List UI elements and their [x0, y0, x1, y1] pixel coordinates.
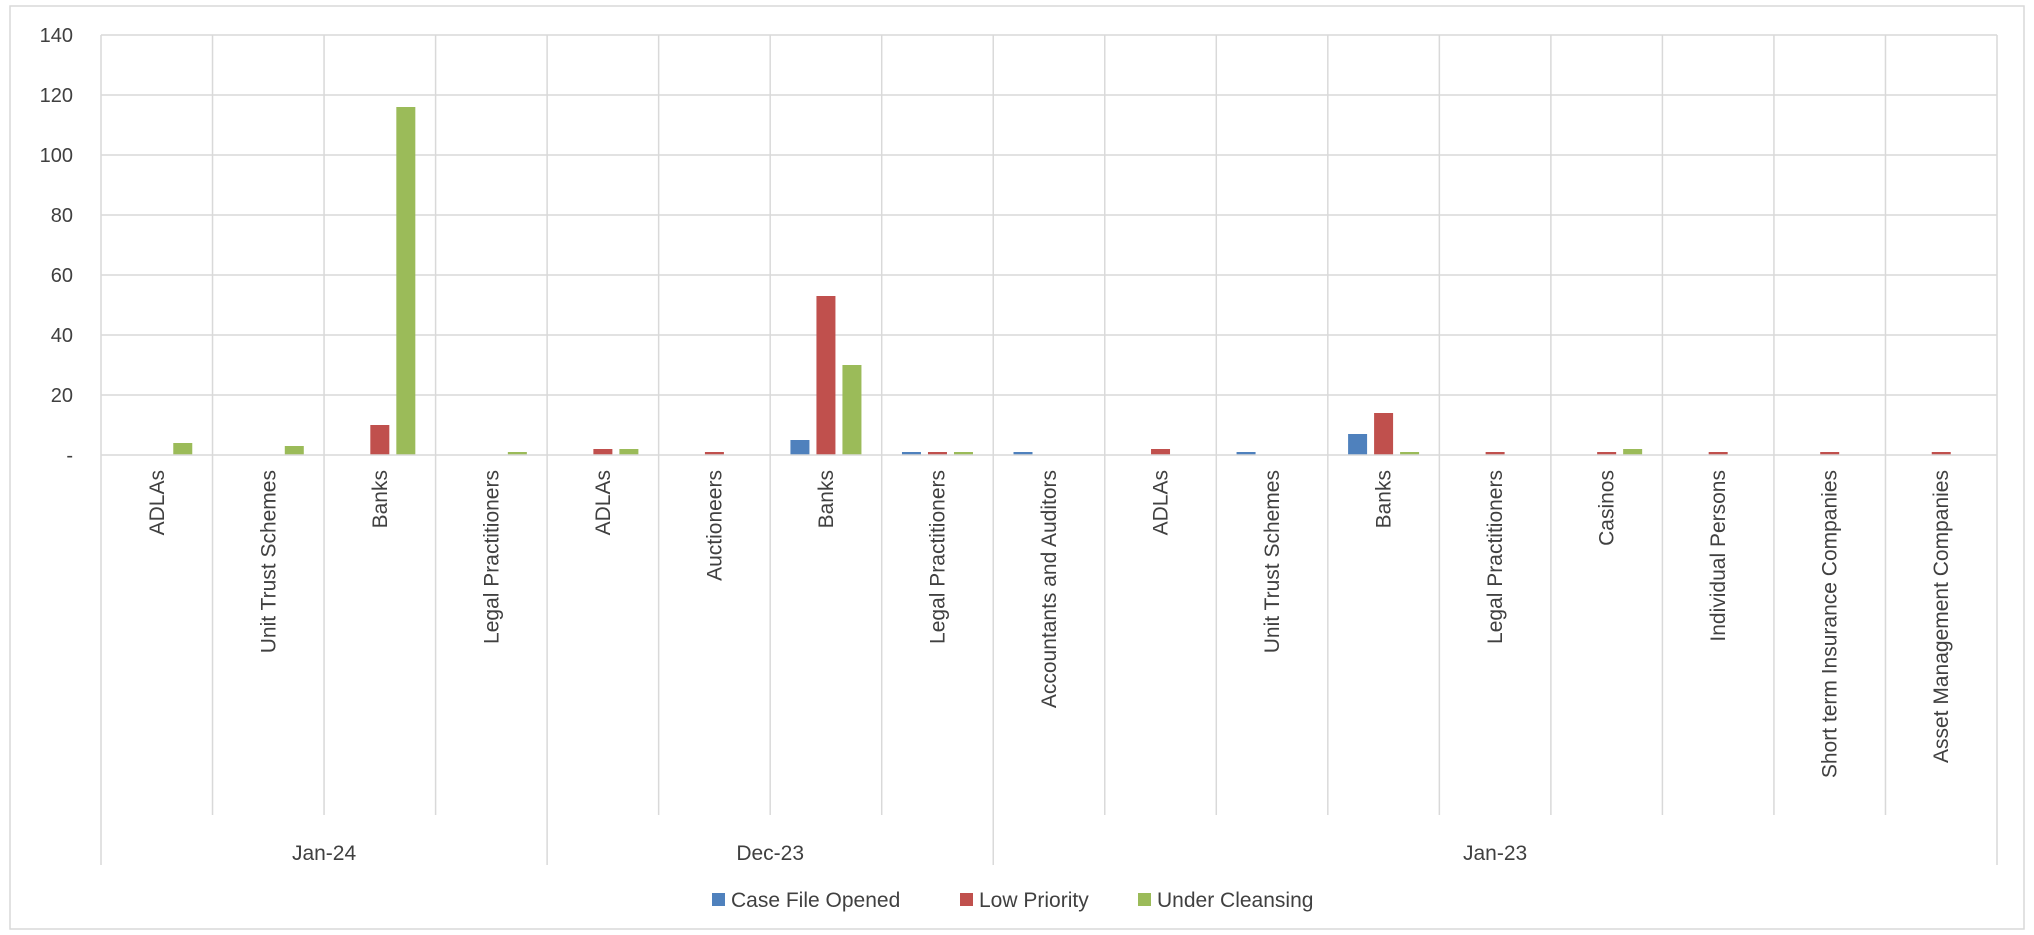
- bar-under-cleansing: [396, 107, 416, 455]
- bar-low-priority: [1931, 452, 1951, 455]
- legend-label: Case File Opened: [731, 889, 900, 912]
- category-label: Banks: [369, 470, 392, 528]
- category-label: Accountants and Auditors: [1038, 470, 1061, 708]
- gridlines: [100, 34, 1998, 455]
- category-label: Banks: [815, 470, 838, 528]
- bar-low-priority: [1151, 449, 1171, 455]
- bar-low-priority: [1374, 413, 1394, 455]
- legend: Case File Opened Low Priority Under Cleans…: [712, 889, 1313, 912]
- y-tick-label: 60: [51, 265, 73, 287]
- category-label: ADLAs: [592, 470, 615, 535]
- category-label: Legal Practitioners: [480, 470, 503, 644]
- y-tick-label: 100: [40, 145, 73, 167]
- bar-case-file-opened: [1013, 452, 1033, 455]
- bar-case-file-opened: [1348, 434, 1368, 455]
- bar-low-priority: [593, 449, 613, 455]
- axis-labels: - 20 40 60 80 100 120 140 ADLAs Unit Trust Scheme…: [40, 25, 1954, 865]
- legend-swatch-low-priority: [960, 893, 973, 906]
- bar-low-priority: [816, 296, 836, 455]
- group-label: Jan-23: [1463, 842, 1527, 865]
- category-label: Auctioneers: [703, 470, 726, 581]
- y-tick-label: 140: [40, 25, 73, 47]
- bar-low-priority: [1820, 452, 1840, 455]
- category-label: Banks: [1373, 470, 1396, 528]
- legend-label: Under Cleansing: [1157, 889, 1313, 912]
- bar-low-priority: [370, 425, 390, 455]
- bar-case-file-opened: [1236, 452, 1256, 455]
- chart-border: [9, 5, 2025, 930]
- y-tick-label: 120: [40, 85, 73, 107]
- category-label: Individual Persons: [1707, 470, 1730, 642]
- bar-under-cleansing: [173, 443, 193, 455]
- category-label: ADLAs: [1150, 470, 1173, 535]
- category-label: Legal Practitioners: [926, 470, 949, 644]
- y-tick-label: -: [66, 445, 73, 467]
- category-label: Unit Trust Schemes: [1261, 470, 1284, 653]
- bar-under-cleansing: [284, 446, 304, 455]
- y-tick-label: 20: [51, 385, 73, 407]
- bars: [173, 107, 1951, 455]
- bar-case-file-opened: [790, 440, 810, 455]
- group-label: Jan-24: [292, 842, 357, 865]
- category-label: Asset Management Companies: [1930, 470, 1953, 763]
- bar-low-priority: [927, 452, 947, 455]
- category-label: Casinos: [1596, 470, 1619, 546]
- legend-swatch-under-cleansing: [1138, 893, 1151, 906]
- legend-swatch-case-file-opened: [712, 893, 725, 906]
- category-label: Short term Insurance Companies: [1819, 470, 1842, 778]
- bar-case-file-opened: [901, 452, 921, 455]
- bar-low-priority: [704, 452, 724, 455]
- bar-under-cleansing: [1400, 452, 1420, 455]
- category-label: ADLAs: [146, 470, 169, 535]
- y-tick-label: 40: [51, 325, 73, 347]
- y-tick-label: 80: [51, 205, 73, 227]
- bar-low-priority: [1597, 452, 1617, 455]
- group-label: Dec-23: [736, 842, 804, 865]
- bar-low-priority: [1485, 452, 1505, 455]
- category-label: Legal Practitioners: [1484, 470, 1507, 644]
- bar-under-cleansing: [1623, 449, 1643, 455]
- axes: [100, 454, 1998, 865]
- bar-under-cleansing: [507, 452, 527, 455]
- bar-under-cleansing: [619, 449, 639, 455]
- category-label: Unit Trust Schemes: [257, 470, 280, 653]
- bar-under-cleansing: [953, 452, 973, 455]
- bar-low-priority: [1708, 452, 1728, 455]
- legend-label: Low Priority: [979, 889, 1089, 912]
- bar-under-cleansing: [842, 365, 862, 455]
